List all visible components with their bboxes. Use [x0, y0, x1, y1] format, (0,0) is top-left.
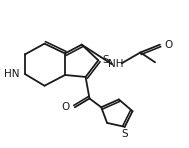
Text: HN: HN: [4, 69, 19, 79]
Text: S: S: [121, 129, 128, 139]
Text: NH: NH: [108, 59, 124, 69]
Text: S: S: [102, 55, 109, 65]
Text: O: O: [165, 40, 173, 50]
Text: O: O: [62, 102, 70, 112]
